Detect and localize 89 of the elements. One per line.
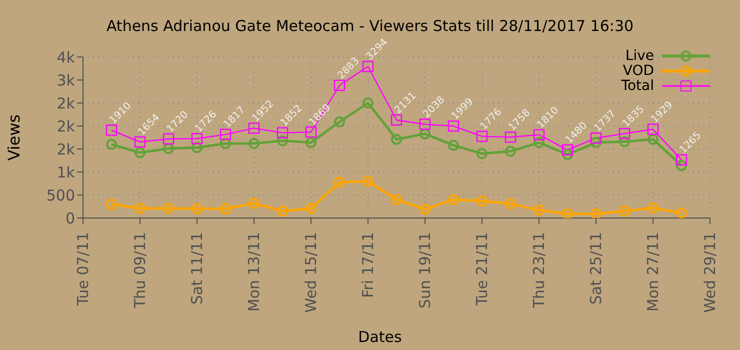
point <box>134 147 146 158</box>
point <box>533 129 545 140</box>
point <box>191 133 203 144</box>
point <box>277 135 288 146</box>
x-tick-label: Mon 13/11 <box>245 232 263 312</box>
point <box>106 138 117 150</box>
point <box>676 207 687 218</box>
point <box>534 137 544 148</box>
y-tick-label: 2k <box>56 140 76 158</box>
y-tick-label: 4k <box>56 48 76 66</box>
x-tick-label: Sun 19/11 <box>416 232 434 309</box>
point <box>476 148 488 160</box>
y-tick-label: 3k <box>56 71 76 90</box>
legend-label: Total <box>621 78 654 94</box>
point <box>106 124 118 136</box>
point <box>505 146 516 157</box>
point <box>220 203 231 214</box>
point <box>362 98 374 108</box>
point <box>676 160 687 172</box>
point <box>648 202 658 214</box>
point <box>134 136 146 148</box>
chart-title: Athens Adrianou Gate Meteocam - Viewers Stats till 28/11/2017 16:30 <box>105 17 635 35</box>
x-tick-label: Mon 27/11 <box>644 232 662 312</box>
point <box>276 127 288 138</box>
x-tick-label: Wed 15/11 <box>302 232 320 313</box>
x-tick-label: Sat 11/11 <box>188 232 206 305</box>
point <box>420 204 430 215</box>
point <box>448 194 459 206</box>
y-tick-label: 500 <box>46 186 75 204</box>
point <box>106 198 117 210</box>
point <box>505 198 516 210</box>
point <box>334 80 346 91</box>
point <box>590 137 602 148</box>
point <box>476 195 488 206</box>
point <box>305 126 317 138</box>
point <box>562 149 573 160</box>
point <box>619 206 630 217</box>
x-tick-label: Wed 29/11 <box>701 232 719 313</box>
point <box>362 176 374 187</box>
point <box>448 140 459 151</box>
point <box>163 202 174 214</box>
point <box>306 202 316 214</box>
point <box>277 206 288 217</box>
point <box>448 120 460 132</box>
x-tick-label: Tue 21/11 <box>473 232 491 307</box>
point <box>476 130 488 142</box>
point <box>647 124 659 135</box>
point <box>648 134 658 145</box>
point <box>163 143 174 154</box>
point <box>391 134 402 145</box>
y-axis-title: Views <box>4 114 24 161</box>
y-tick-label: 2k <box>56 117 76 136</box>
point <box>590 132 602 144</box>
point <box>562 144 574 156</box>
point <box>390 114 402 126</box>
point <box>248 138 260 149</box>
point <box>248 122 260 134</box>
y-tick-label: 1k <box>56 163 76 182</box>
x-tick-label: Thu 23/11 <box>530 232 548 310</box>
legend-label: Live <box>625 48 654 64</box>
x-tick-label: Fri 17/11 <box>359 232 377 298</box>
point <box>220 138 231 149</box>
point <box>391 194 402 206</box>
point <box>590 208 602 218</box>
point <box>248 198 260 209</box>
point <box>334 116 345 128</box>
point <box>192 203 202 214</box>
point <box>419 118 431 130</box>
point <box>618 128 630 140</box>
point <box>619 136 630 148</box>
y-tick-label: 2k <box>56 94 76 112</box>
y-tick-label: 0 <box>65 209 75 228</box>
point <box>534 204 544 216</box>
point <box>362 60 374 72</box>
point <box>134 202 146 214</box>
point <box>334 176 345 188</box>
x-tick-label: Sat 25/11 <box>587 232 605 305</box>
point <box>504 132 516 143</box>
point <box>162 133 174 144</box>
x-tick-label: Thu 09/11 <box>131 232 149 310</box>
legend-label: VOD <box>622 62 654 78</box>
point <box>220 128 232 140</box>
x-tick-label: Tue 07/11 <box>74 232 92 307</box>
x-axis-title: Dates <box>357 328 403 346</box>
point <box>562 208 573 218</box>
point <box>306 137 316 148</box>
point <box>420 128 430 140</box>
point <box>192 142 202 154</box>
point <box>676 154 688 166</box>
